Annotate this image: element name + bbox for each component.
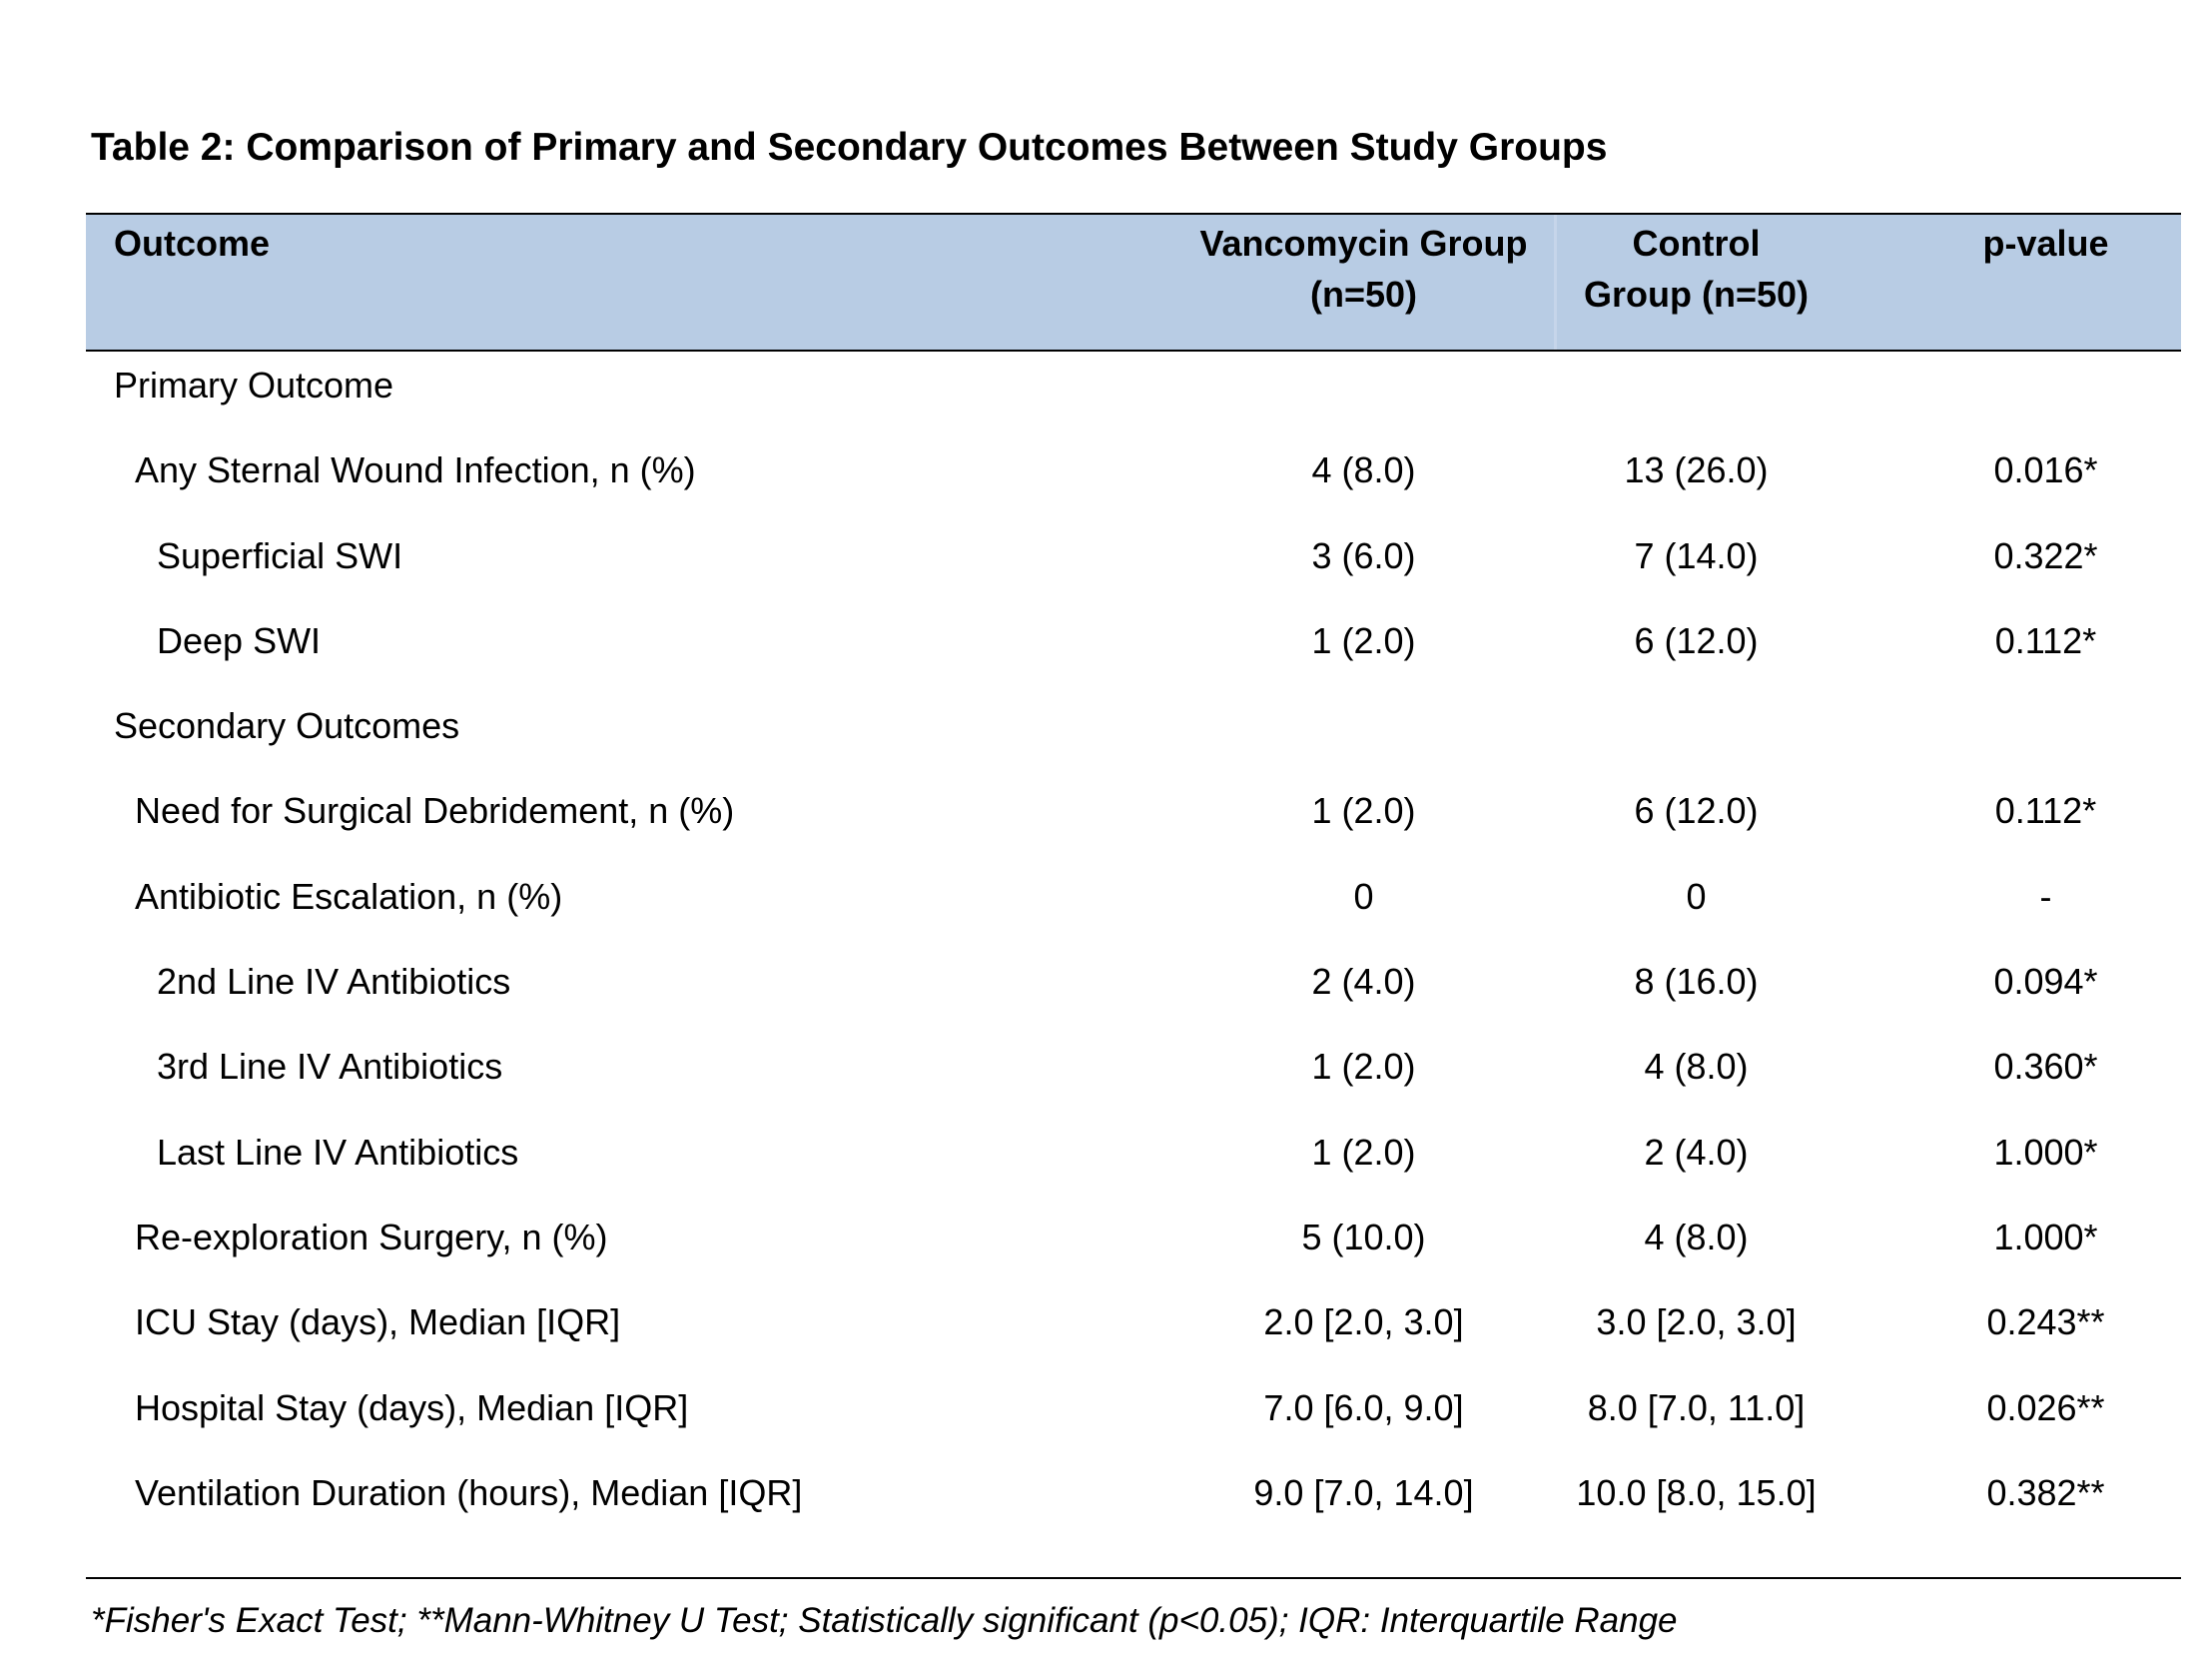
cell-control: 2 (4.0) <box>1644 1131 1749 1173</box>
cell-vancomycin: 3 (6.0) <box>1311 534 1416 576</box>
row-label: Primary Outcome <box>114 365 394 406</box>
cell-control: 4 (8.0) <box>1644 1216 1749 1257</box>
cell-p-value: 0.112* <box>1994 790 2097 832</box>
table-row: ICU Stay (days), Median [IQR] 2.0 [2.0, 3… <box>86 1288 2181 1373</box>
table-header: Outcome Vancomycin Group (n=50) Control … <box>86 213 2181 352</box>
cell-p-value: 0.094* <box>1993 961 2098 1003</box>
cell-control: 3.0 [2.0, 3.0] <box>1596 1301 1797 1343</box>
row-label: Ventilation Duration (hours), Median [IQ… <box>135 1471 803 1513</box>
table-row: 3rd Line IV Antibiotics 1 (2.0) 4 (8.0) 0.3… <box>86 1033 2181 1118</box>
row-label: Re-exploration Surgery, n (%) <box>135 1216 608 1257</box>
table-body: Primary Outcome Any Sternal Wound Infecti… <box>86 352 2181 1573</box>
outcomes-table: Outcome Vancomycin Group (n=50) Control … <box>86 213 2181 1579</box>
cell-control: 8 (16.0) <box>1634 961 1759 1003</box>
row-label: Any Sternal Wound Infection, n (%) <box>135 449 696 491</box>
table-row: Re-exploration Surgery, n (%) 5 (10.0) 4 (… <box>86 1204 2181 1288</box>
cell-p-value: 0.360* <box>1993 1046 2098 1088</box>
cell-control: 7 (14.0) <box>1634 534 1759 576</box>
cell-vancomycin: 1 (2.0) <box>1311 790 1416 832</box>
table-row: Ventilation Duration (hours), Median [IQ… <box>86 1459 2181 1573</box>
table-bottom-rule <box>86 1576 2181 1579</box>
header-column-separator <box>1554 215 1557 350</box>
cell-p-value: - <box>2039 875 2052 917</box>
cell-p-value: 0.026** <box>1986 1386 2105 1428</box>
row-label: Need for Surgical Debridement, n (%) <box>135 790 735 832</box>
cell-vancomycin: 7.0 [6.0, 9.0] <box>1263 1386 1464 1428</box>
row-label: Secondary Outcomes <box>114 705 460 747</box>
cell-p-value: 0.243** <box>1986 1301 2105 1343</box>
table-row: Secondary Outcomes <box>86 692 2181 777</box>
cell-p-value: 0.112* <box>1994 619 2097 661</box>
cell-control: 8.0 [7.0, 11.0] <box>1587 1386 1806 1428</box>
row-label: Deep SWI <box>157 619 322 661</box>
table-row: Primary Outcome <box>86 352 2181 436</box>
row-label: 2nd Line IV Antibiotics <box>157 961 511 1003</box>
cell-vancomycin: 4 (8.0) <box>1311 449 1416 491</box>
cell-p-value: 0.382** <box>1986 1471 2105 1513</box>
table-row: Last Line IV Antibiotics 1 (2.0) 2 (4.0) 1.… <box>86 1119 2181 1204</box>
cell-control: 4 (8.0) <box>1644 1046 1749 1088</box>
header-control-line2: Group (n=50) <box>1583 274 1810 315</box>
cell-p-value: 0.016* <box>1993 449 2098 491</box>
table-footnote: *Fisher's Exact Test; **Mann-Whitney U T… <box>91 1601 1678 1640</box>
cell-p-value: 0.322* <box>1993 534 2098 576</box>
cell-control: 6 (12.0) <box>1634 619 1759 661</box>
header-vancomycin-line2: (n=50) <box>1309 274 1418 315</box>
header-vancomycin-group: Vancomycin Group (n=50) <box>1176 218 1551 320</box>
cell-vancomycin: 0 <box>1353 875 1374 917</box>
table-row: 2nd Line IV Antibiotics 2 (4.0) 8 (16.0) 0.… <box>86 948 2181 1033</box>
row-label: Last Line IV Antibiotics <box>157 1131 519 1173</box>
cell-vancomycin: 2 (4.0) <box>1311 961 1416 1003</box>
row-label: 3rd Line IV Antibiotics <box>157 1046 503 1088</box>
cell-control: 6 (12.0) <box>1634 790 1759 832</box>
table-title: Table 2: Comparison of Primary and Secon… <box>91 126 1608 169</box>
header-vancomycin-line1: Vancomycin Group <box>1199 223 1528 264</box>
table-row: Deep SWI 1 (2.0) 6 (12.0) 0.112* <box>86 607 2181 692</box>
cell-p-value: 1.000* <box>1993 1216 2098 1257</box>
row-label: ICU Stay (days), Median [IQR] <box>135 1301 621 1343</box>
table-row: Any Sternal Wound Infection, n (%) 4 (8.0… <box>86 436 2181 521</box>
table-row: Hospital Stay (days), Median [IQR] 7.0 [6… <box>86 1374 2181 1459</box>
header-control-group: Control Group (n=50) <box>1569 218 1824 320</box>
cell-vancomycin: 1 (2.0) <box>1311 1046 1416 1088</box>
cell-vancomycin: 1 (2.0) <box>1311 1131 1416 1173</box>
row-label: Hospital Stay (days), Median [IQR] <box>135 1386 689 1428</box>
header-control-line1: Control <box>1632 223 1761 264</box>
table-row: Antibiotic Escalation, n (%) 0 0 - <box>86 863 2181 948</box>
cell-vancomycin: 1 (2.0) <box>1311 619 1416 661</box>
cell-control: 0 <box>1686 875 1707 917</box>
row-label: Antibiotic Escalation, n (%) <box>135 875 563 917</box>
header-p-value: p-value <box>1982 223 2109 264</box>
cell-vancomycin: 2.0 [2.0, 3.0] <box>1263 1301 1464 1343</box>
cell-vancomycin: 9.0 [7.0, 14.0] <box>1253 1471 1474 1513</box>
cell-vancomycin: 5 (10.0) <box>1301 1216 1426 1257</box>
cell-p-value: 1.000* <box>1993 1131 2098 1173</box>
row-label: Superficial SWI <box>157 534 403 576</box>
header-outcome: Outcome <box>114 223 271 264</box>
table-row: Need for Surgical Debridement, n (%) 1 (2… <box>86 777 2181 862</box>
cell-control: 13 (26.0) <box>1624 449 1769 491</box>
table-row: Superficial SWI 3 (6.0) 7 (14.0) 0.322* <box>86 522 2181 607</box>
cell-control: 10.0 [8.0, 15.0] <box>1576 1471 1817 1513</box>
